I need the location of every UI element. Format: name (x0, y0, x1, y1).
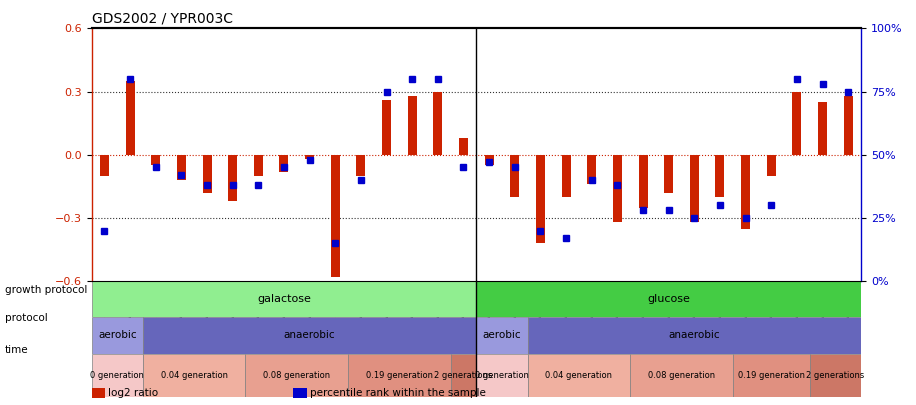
Bar (279, 155, 289, 172)
Text: GDS2002 / YPR003C: GDS2002 / YPR003C (92, 12, 233, 26)
Text: 0 generation: 0 generation (475, 371, 529, 380)
Bar (459, 138, 468, 155)
Bar (818, 102, 827, 155)
FancyBboxPatch shape (245, 354, 348, 397)
FancyBboxPatch shape (476, 318, 528, 354)
Text: 0.19 generation: 0.19 generation (737, 371, 805, 380)
Text: log2 ratio: log2 ratio (108, 388, 158, 398)
Text: growth protocol: growth protocol (5, 285, 87, 294)
FancyBboxPatch shape (528, 354, 630, 397)
FancyBboxPatch shape (143, 318, 476, 354)
FancyBboxPatch shape (810, 354, 861, 397)
Bar (690, 155, 699, 222)
Text: anaerobic: anaerobic (669, 330, 720, 341)
Bar (767, 155, 776, 176)
Bar (151, 155, 160, 165)
Text: 0.08 generation: 0.08 generation (648, 371, 715, 380)
Bar (741, 155, 750, 228)
Text: 0.04 generation: 0.04 generation (160, 371, 228, 380)
Bar (638, 155, 648, 207)
FancyBboxPatch shape (528, 318, 861, 354)
Bar (125, 81, 135, 155)
Bar (408, 96, 417, 155)
Text: 0.19 generation: 0.19 generation (365, 371, 433, 380)
Text: time: time (5, 345, 28, 355)
Text: protocol: protocol (5, 313, 48, 323)
FancyBboxPatch shape (476, 354, 528, 397)
FancyBboxPatch shape (476, 281, 861, 318)
Bar (664, 155, 673, 193)
Bar (792, 92, 802, 155)
Text: aerobic: aerobic (483, 330, 521, 341)
FancyBboxPatch shape (451, 354, 476, 397)
FancyBboxPatch shape (630, 354, 733, 397)
Text: glucose: glucose (648, 294, 690, 304)
FancyBboxPatch shape (92, 281, 476, 318)
Bar (562, 155, 571, 197)
Text: 0.08 generation: 0.08 generation (263, 371, 331, 380)
FancyBboxPatch shape (348, 354, 451, 397)
Bar (356, 155, 365, 176)
Text: 0.04 generation: 0.04 generation (545, 371, 613, 380)
Bar (305, 155, 314, 159)
FancyBboxPatch shape (92, 354, 143, 397)
Text: 2 generations: 2 generations (434, 371, 493, 380)
Text: galactose: galactose (257, 294, 311, 304)
Text: 0 generation: 0 generation (91, 371, 144, 380)
Text: aerobic: aerobic (98, 330, 136, 341)
Bar (331, 155, 340, 277)
Bar (587, 155, 596, 184)
Bar (202, 155, 212, 193)
Bar (382, 100, 391, 155)
Text: percentile rank within the sample: percentile rank within the sample (310, 388, 485, 398)
Bar (433, 92, 442, 155)
Bar (485, 155, 494, 165)
Bar (177, 155, 186, 180)
FancyBboxPatch shape (733, 354, 810, 397)
Bar (100, 155, 109, 176)
Bar (228, 155, 237, 201)
Bar (715, 155, 725, 197)
Bar (510, 155, 519, 197)
Bar (254, 155, 263, 176)
FancyBboxPatch shape (92, 318, 143, 354)
Bar (844, 96, 853, 155)
Bar (613, 155, 622, 222)
Text: 2 generations: 2 generations (806, 371, 865, 380)
FancyBboxPatch shape (143, 354, 245, 397)
Text: anaerobic: anaerobic (284, 330, 335, 341)
Bar (536, 155, 545, 243)
